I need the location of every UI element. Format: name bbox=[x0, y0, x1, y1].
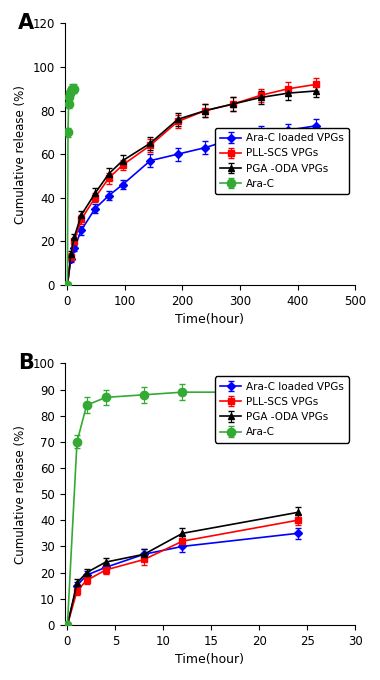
X-axis label: Time(hour): Time(hour) bbox=[175, 653, 244, 666]
Text: A: A bbox=[18, 13, 34, 33]
Y-axis label: Cumulative release (%): Cumulative release (%) bbox=[14, 425, 27, 564]
Legend: Ara-C loaded VPGs, PLL-SCS VPGs, PGA -ODA VPGs, Ara-C: Ara-C loaded VPGs, PLL-SCS VPGs, PGA -OD… bbox=[215, 128, 349, 194]
Legend: Ara-C loaded VPGs, PLL-SCS VPGs, PGA -ODA VPGs, Ara-C: Ara-C loaded VPGs, PLL-SCS VPGs, PGA -OD… bbox=[215, 377, 349, 443]
Y-axis label: Cumulative release (%): Cumulative release (%) bbox=[14, 85, 27, 224]
Text: B: B bbox=[18, 353, 34, 373]
X-axis label: Time(hour): Time(hour) bbox=[175, 313, 244, 326]
